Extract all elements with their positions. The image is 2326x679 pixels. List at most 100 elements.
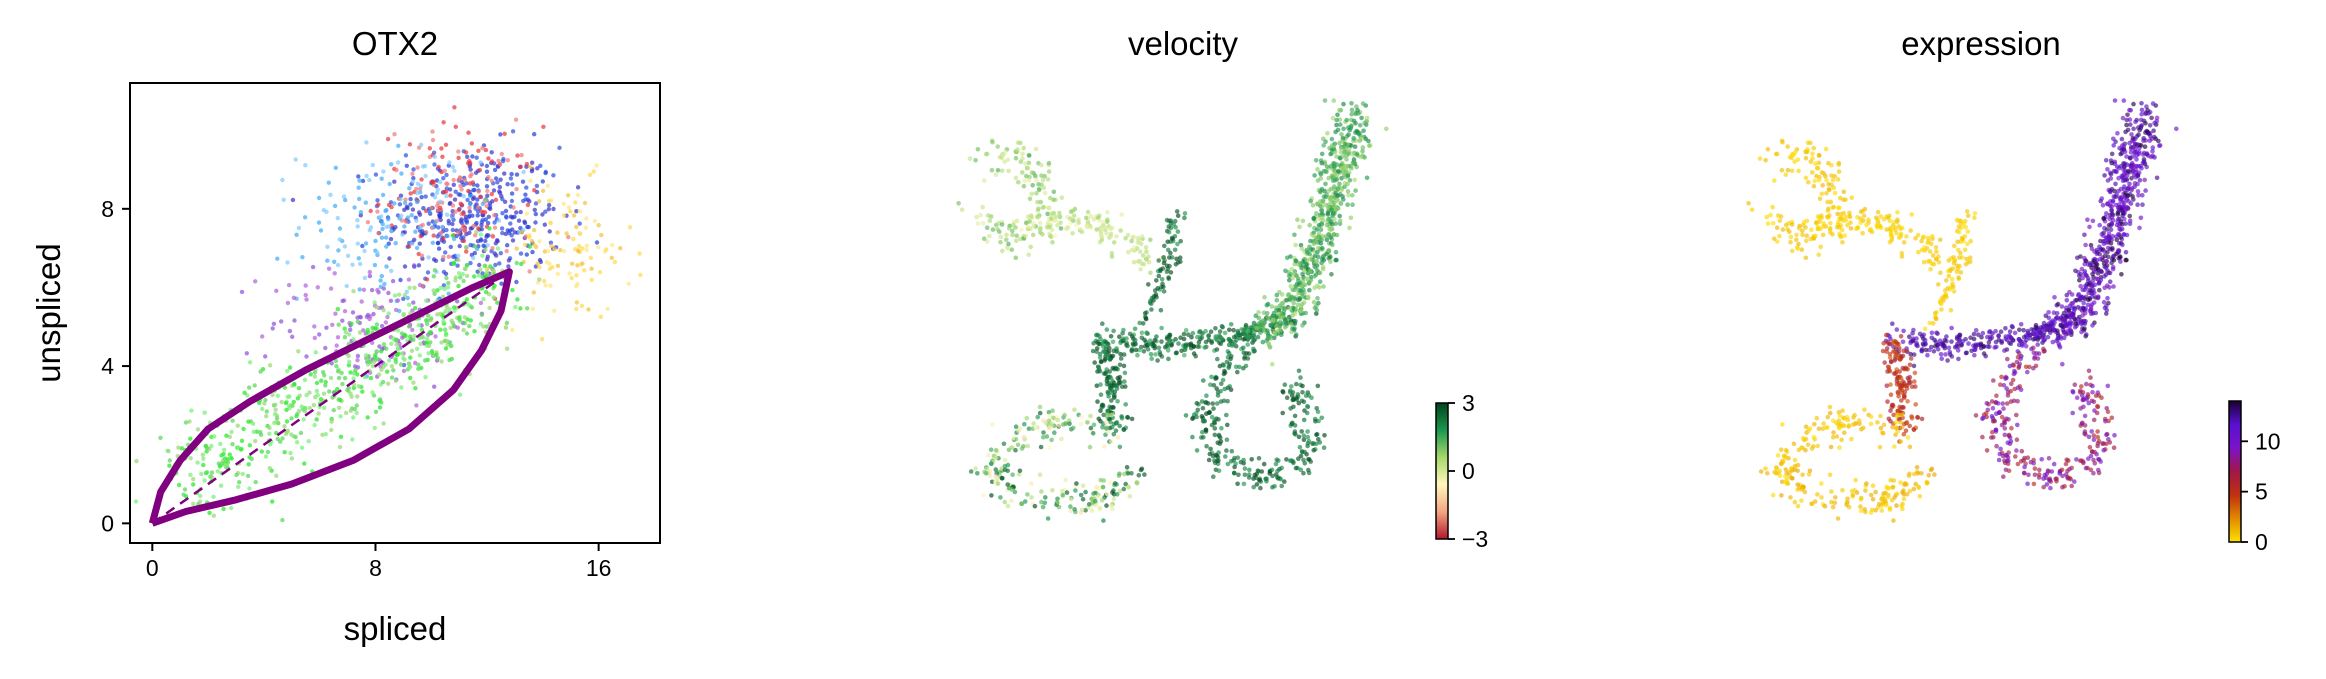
expression-point: [1900, 490, 1905, 495]
phase-point: [466, 302, 471, 307]
expression-point: [1838, 211, 1844, 217]
phase-point: [394, 167, 399, 173]
phase-point: [373, 409, 379, 414]
phase-point: [402, 224, 407, 229]
velocity-point: [1037, 187, 1042, 193]
velocity-point: [1051, 189, 1057, 195]
expression-point: [1828, 444, 1834, 450]
phase-point: [480, 146, 485, 151]
velocity-point: [1287, 277, 1292, 283]
phase-point: [452, 168, 457, 174]
phase-point: [393, 360, 399, 365]
phase-point: [419, 142, 424, 147]
expression-point: [1806, 179, 1811, 185]
velocity-point: [1244, 351, 1249, 356]
phase-point: [456, 283, 461, 289]
expression-point: [1815, 443, 1820, 449]
expression-point: [1994, 393, 1999, 399]
velocity-point: [995, 481, 1001, 486]
phase-point: [464, 249, 469, 254]
panel-otx2-title: OTX2: [352, 25, 438, 62]
phase-point: [449, 318, 454, 323]
velocity-point: [1334, 197, 1340, 202]
velocity-point: [1317, 270, 1323, 276]
phase-point: [282, 450, 287, 455]
phase-point: [395, 298, 401, 303]
phase-point: [351, 415, 356, 420]
expression-point: [1922, 326, 1928, 332]
phase-point: [413, 306, 418, 311]
expression-point: [1774, 151, 1780, 157]
velocity-point: [1183, 328, 1189, 333]
expression-point: [2022, 464, 2027, 470]
phase-point: [187, 419, 192, 424]
velocity-point: [1020, 151, 1025, 157]
phase-point: [439, 146, 444, 151]
expression-point: [1973, 328, 1979, 333]
expression-point: [1836, 169, 1842, 174]
expression-point: [1989, 335, 1995, 340]
phase-point: [426, 255, 431, 260]
phase-point: [391, 368, 396, 373]
velocity-point: [1314, 227, 1320, 232]
velocity-point: [1137, 347, 1142, 353]
expression-point: [1821, 224, 1826, 229]
phase-point: [401, 313, 406, 318]
velocity-point: [1124, 465, 1130, 470]
velocity-point: [1005, 462, 1011, 468]
velocity-point: [1325, 131, 1330, 136]
phase-point: [520, 179, 526, 184]
expression-point: [1789, 222, 1795, 227]
expression-point: [2092, 461, 2098, 466]
phase-point: [485, 188, 490, 194]
expression-point: [2017, 384, 2023, 389]
velocity-point: [1307, 222, 1312, 228]
velocity-point: [1360, 145, 1366, 150]
phase-point: [555, 230, 560, 235]
velocity-point: [1125, 414, 1130, 420]
expression-point: [1956, 224, 1962, 229]
phase-point: [612, 259, 618, 265]
expression-point: [1878, 413, 1883, 419]
velocity-point: [1228, 322, 1234, 327]
velocity-point: [1269, 304, 1275, 309]
velocity-point: [1255, 468, 1261, 474]
phase-point: [362, 248, 367, 254]
expression-point: [2081, 404, 2086, 410]
velocity-point: [982, 469, 987, 475]
expression-point: [1911, 352, 1917, 357]
phase-point: [452, 308, 457, 313]
velocity-point: [1097, 213, 1102, 219]
expression-point: [2095, 429, 2100, 434]
velocity-point: [1158, 307, 1164, 313]
model-curve: [148, 268, 513, 527]
expression-point: [1784, 477, 1790, 482]
velocity-point: [1274, 292, 1280, 298]
expression-point: [1905, 399, 1910, 404]
expression-point: [1828, 199, 1834, 205]
expression-point: [1958, 270, 1964, 275]
velocity-point: [1288, 458, 1293, 464]
expression-point: [2063, 461, 2069, 467]
velocity-point: [1262, 295, 1267, 300]
expression-point: [1891, 371, 1897, 376]
expression-point: [1921, 259, 1927, 265]
panel-velocity-title: velocity: [1128, 25, 1239, 62]
velocity-point: [1330, 222, 1335, 227]
phase-point: [306, 439, 311, 444]
velocity-point: [975, 147, 981, 152]
phase-point: [283, 431, 289, 437]
expression-point: [1944, 334, 1949, 339]
velocity-point: [1078, 414, 1084, 420]
velocity-point: [1297, 224, 1302, 230]
phase-point: [472, 274, 477, 279]
expression-point: [1826, 206, 1831, 212]
velocity-point: [1311, 448, 1316, 453]
phase-point: [356, 256, 361, 261]
expression-point: [1923, 347, 1929, 353]
phase-point: [373, 238, 378, 244]
velocity-point: [1214, 401, 1220, 406]
expression-point: [2095, 403, 2100, 409]
velocity-point: [1166, 224, 1172, 229]
expression-point: [1912, 370, 1918, 376]
